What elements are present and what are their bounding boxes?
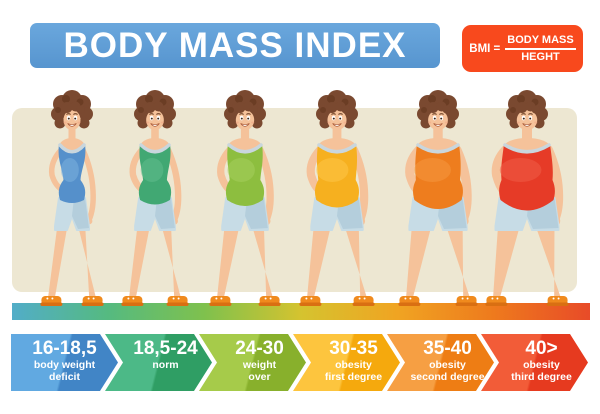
woman-deficit — [0, 90, 147, 312]
formula-numerator: BODY MASS — [505, 34, 576, 50]
bmi-range-value: 35-40 — [423, 338, 472, 359]
bmi-category-5: 35-40 obesity second degree — [387, 334, 494, 391]
bmi-range-value: 40> — [525, 338, 558, 359]
bmi-category-1: 16-18,5 body weight deficit — [11, 334, 118, 391]
formula-fraction: BODY MASS HEGHT — [505, 34, 576, 63]
bmi-range-value: 18,5-24 — [133, 338, 198, 359]
formula-lhs: BMI = — [469, 42, 501, 55]
bmi-range-label: weight over — [242, 358, 277, 383]
woman-obesity-3 — [452, 90, 600, 312]
bmi-category-3: 24-30 weight over — [199, 334, 306, 391]
bmi-range-label: obesity third degree — [511, 358, 572, 383]
woman-overweight — [170, 90, 320, 312]
bmi-range-label: obesity second degree — [410, 358, 485, 383]
bmi-category-6: 40> obesity third degree — [481, 334, 588, 391]
woman-obesity-2 — [363, 90, 513, 312]
bmi-range-value: 30-35 — [329, 338, 378, 359]
bmi-category-4: 30-35 obesity first degree — [293, 334, 400, 391]
bmi-range-label: norm — [152, 358, 179, 371]
title-banner: BODY MASS INDEX — [30, 23, 440, 68]
bmi-range-label: obesity first degree — [324, 358, 383, 383]
bmi-range-label: body weight deficit — [33, 358, 96, 383]
woman-norm — [80, 90, 230, 312]
bmi-color-scale-strip — [12, 303, 590, 320]
bmi-range-value: 16-18,5 — [32, 338, 97, 359]
figures-background-panel — [12, 108, 577, 292]
woman-obesity-1 — [262, 90, 412, 312]
bmi-formula-box: BMI = BODY MASS HEGHT — [462, 25, 583, 72]
formula-denominator: HEGHT — [521, 50, 560, 63]
bmi-category-2: 18,5-24 norm — [105, 334, 212, 391]
page-title: BODY MASS INDEX — [63, 25, 407, 65]
bmi-range-value: 24-30 — [235, 338, 284, 359]
